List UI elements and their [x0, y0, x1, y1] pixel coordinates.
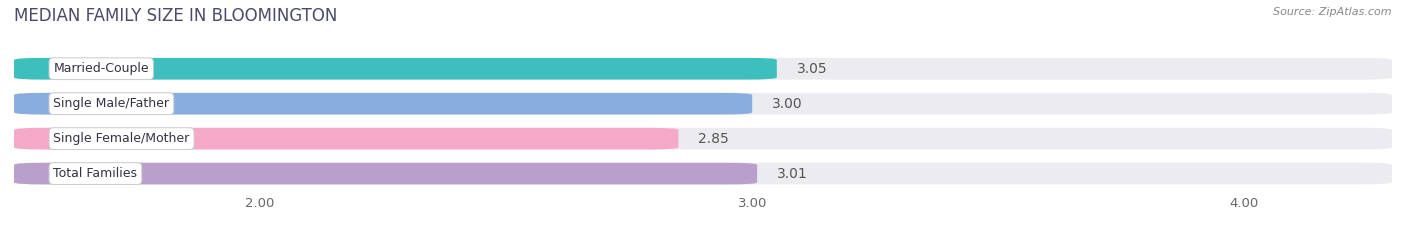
FancyBboxPatch shape	[14, 93, 752, 115]
Text: Source: ZipAtlas.com: Source: ZipAtlas.com	[1274, 7, 1392, 17]
Text: 3.01: 3.01	[776, 167, 807, 181]
Text: MEDIAN FAMILY SIZE IN BLOOMINGTON: MEDIAN FAMILY SIZE IN BLOOMINGTON	[14, 7, 337, 25]
FancyBboxPatch shape	[14, 163, 1392, 185]
Text: Single Female/Mother: Single Female/Mother	[53, 132, 190, 145]
Text: Single Male/Father: Single Male/Father	[53, 97, 170, 110]
FancyBboxPatch shape	[14, 128, 1392, 150]
Text: 2.85: 2.85	[697, 132, 728, 146]
FancyBboxPatch shape	[14, 58, 1392, 80]
FancyBboxPatch shape	[14, 128, 678, 150]
Text: 3.05: 3.05	[796, 62, 827, 76]
FancyBboxPatch shape	[14, 163, 756, 185]
FancyBboxPatch shape	[14, 93, 1392, 115]
FancyBboxPatch shape	[14, 58, 776, 80]
Text: 3.00: 3.00	[772, 97, 803, 111]
Text: Total Families: Total Families	[53, 167, 138, 180]
Text: Married-Couple: Married-Couple	[53, 62, 149, 75]
